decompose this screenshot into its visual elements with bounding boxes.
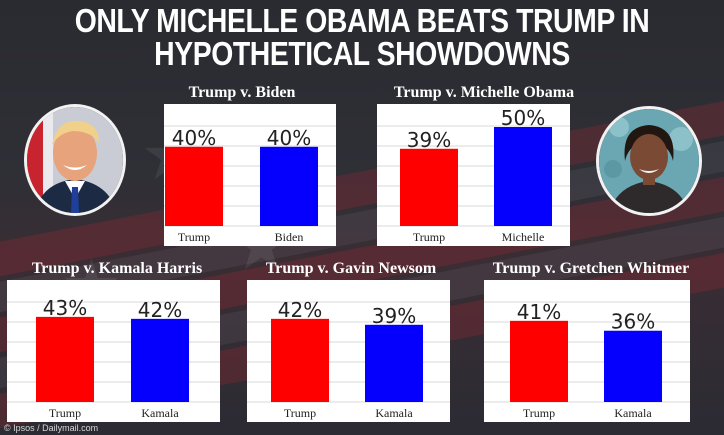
category-label: Biden: [275, 230, 304, 244]
chart-title-biden: Trump v. Biden: [188, 84, 296, 101]
data-label: 39%: [372, 304, 416, 328]
category-label: Kamala: [614, 406, 652, 420]
bar-biden: [260, 146, 318, 226]
page-title-line: ONLY MICHELLE OBAMA BEATS TRUMP IN: [74, 2, 650, 39]
bar-trump: [36, 316, 94, 402]
category-label: Trump: [49, 406, 81, 420]
data-label: 43%: [43, 296, 87, 320]
chart-harris: 43% Trump 42% Kamala: [7, 280, 220, 422]
category-label: Trump: [284, 406, 316, 420]
category-label: Trump: [523, 406, 555, 420]
bar-kamala: [604, 330, 662, 402]
data-label: 36%: [611, 310, 655, 334]
chart-title-michelle: Trump v. Michelle Obama: [393, 84, 575, 101]
category-label: Kamala: [141, 406, 179, 420]
bar-trump: [510, 320, 568, 402]
bar-trump: [165, 146, 223, 226]
bar-trump: [400, 148, 458, 226]
chart-newsom: 42% Trump 39% Kamala: [247, 280, 450, 422]
bar-trump: [271, 318, 329, 402]
category-label: Trump: [178, 230, 210, 244]
bar-kamala: [365, 324, 423, 402]
chart-title-whitmer: Trump v. Gretchen Whitmer: [492, 260, 690, 277]
chart-michelle: 39% Trump 50% Michelle: [377, 104, 570, 246]
source-credit: © Ipsos / Dailymail.com: [4, 423, 99, 433]
data-label: 41%: [517, 300, 561, 324]
category-label: Trump: [413, 230, 445, 244]
data-label: 40%: [172, 126, 216, 150]
chart-title-newsom: Trump v. Gavin Newsom: [265, 260, 437, 277]
bar-michelle: [494, 127, 552, 226]
category-label: Michelle: [502, 230, 545, 244]
data-label: 39%: [407, 128, 451, 152]
michelle-avatar: [596, 106, 702, 216]
page-title-line: HYPOTHETICAL SHOWDOWNS: [154, 35, 570, 72]
data-label: 40%: [267, 126, 311, 150]
data-label: 50%: [501, 106, 545, 130]
bar-kamala: [131, 318, 189, 402]
trump-avatar: [24, 104, 126, 216]
chart-title-harris: Trump v. Kamala Harris: [31, 260, 203, 277]
category-label: Kamala: [375, 406, 413, 420]
chart-biden: 40% Trump 40% Biden: [164, 104, 336, 246]
page-title: ONLY MICHELLE OBAMA BEATS TRUMP IN HYPOT…: [51, 4, 674, 70]
data-label: 42%: [278, 298, 322, 322]
data-label: 42%: [138, 298, 182, 322]
chart-whitmer: 41% Trump 36% Kamala: [484, 280, 690, 422]
